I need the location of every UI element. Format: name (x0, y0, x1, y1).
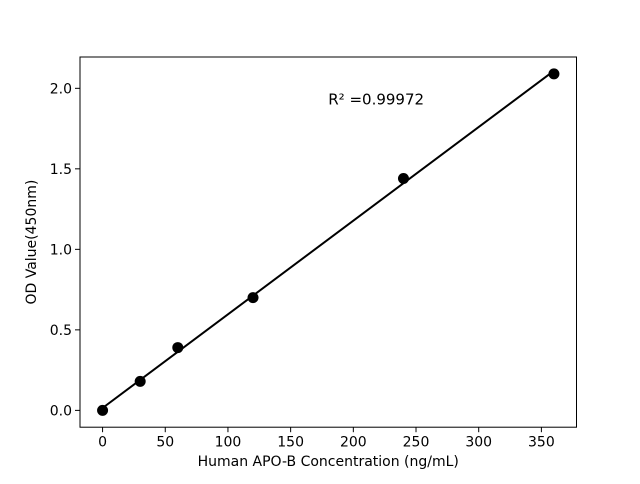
y-tick-label: 1.0 (50, 242, 72, 258)
y-tick-label: 2.0 (50, 81, 72, 97)
y-tick-label: 0.0 (50, 403, 72, 419)
x-tick-label: 250 (403, 435, 430, 451)
x-tick-label: 300 (465, 435, 492, 451)
x-axis-label: Human APO-B Concentration (ng/mL) (198, 454, 459, 470)
data-point (97, 404, 109, 416)
plot-border (79, 56, 577, 428)
x-tick-label: 150 (277, 435, 304, 451)
x-tick-label: 350 (528, 435, 555, 451)
y-tick-label: 0.5 (50, 323, 72, 339)
y-axis-label: OD Value(450nm) (24, 180, 40, 305)
r-squared-annotation: R² =0.99972 (328, 90, 424, 108)
x-tick-label: 100 (215, 435, 242, 451)
data-point (172, 342, 184, 354)
data-point (548, 68, 560, 80)
x-tick-label: 200 (340, 435, 367, 451)
y-tick-label: 1.5 (50, 162, 72, 178)
x-tick-label: 0 (98, 435, 107, 451)
x-tick-label: 50 (156, 435, 174, 451)
fit-line (101, 69, 555, 410)
data-point (247, 292, 259, 304)
data-point (397, 172, 409, 184)
data-point (134, 375, 146, 387)
